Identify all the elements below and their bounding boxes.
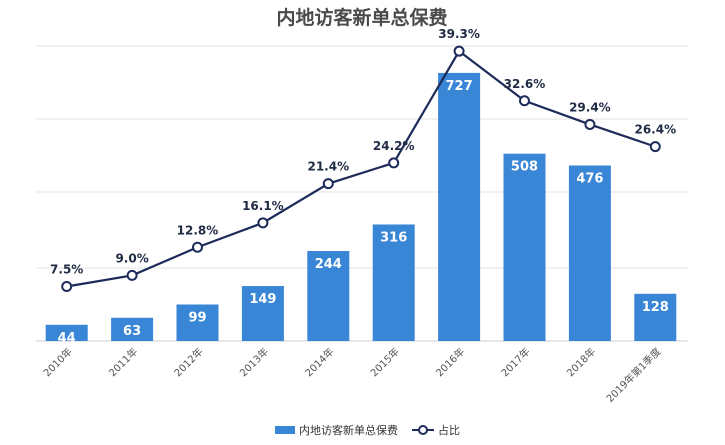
ratio-line-group: 7.5% 9.0% 12.8% 16.1% 21.4% 24.2% 39.3% 32.6% 29… (50, 27, 676, 292)
x-tick-label: 2018年 (564, 345, 598, 379)
legend-bar-label: 内地访客新单总保费 (299, 423, 398, 437)
legend: 内地访客新单总保费 占比 (275, 423, 460, 437)
ratio-point (453, 45, 465, 57)
ratio-point (192, 241, 203, 253)
bar (438, 72, 481, 341)
x-tick-label: 2011年 (106, 345, 140, 379)
legend-line-label: 占比 (438, 423, 460, 437)
bar (111, 317, 154, 341)
ratio-point (584, 118, 596, 130)
ratio-point (61, 281, 73, 292)
x-tick-label: 2019年第1季度 (603, 345, 663, 405)
ratio-point (519, 95, 530, 107)
bar (176, 304, 219, 341)
ratio-point-label: 21.4% (307, 160, 349, 174)
ratio-line (66, 49, 656, 288)
bar (503, 153, 546, 341)
bar-value-label: 508 (511, 160, 538, 175)
x-axis-ticks: 2010年 2011年 2012年 2013年 2014年 2015年 2016年 2017年… (41, 345, 664, 405)
ratio-point-label: 24.2% (373, 139, 415, 153)
x-tick-label: 2013年 (237, 345, 271, 379)
x-tick-label: 2014年 (302, 345, 336, 379)
bar-value-label: 128 (642, 300, 669, 315)
bar-value-label: 63 (123, 324, 141, 339)
ratio-point-label: 9.0% (115, 251, 148, 265)
bar (634, 293, 677, 341)
bar-value-label: 99 (188, 310, 206, 325)
bar (372, 224, 415, 341)
bar-value-label: 316 (380, 230, 407, 245)
ratio-point-label: 39.3% (438, 27, 480, 41)
bars (45, 72, 677, 341)
ratio-point-label: 29.4% (569, 100, 611, 114)
x-tick-label: 2010年 (41, 345, 75, 379)
ratio-point (126, 269, 138, 281)
bar (568, 165, 611, 341)
ratio-point-label: 7.5% (50, 263, 83, 277)
bar-value-label: 149 (249, 292, 276, 307)
ratio-point-label: 32.6% (504, 77, 546, 91)
x-tick-label: 2017年 (498, 345, 532, 379)
x-tick-label: 2016年 (433, 345, 467, 379)
ratio-point-label: 26.4% (634, 123, 676, 137)
ratio-point (322, 178, 334, 190)
x-tick-label: 2015年 (368, 345, 402, 379)
legend-bar-swatch (275, 426, 295, 434)
ratio-point (257, 217, 269, 229)
bar-labels: 44 63 99 149 244 316 727 508 476 128 (58, 79, 669, 346)
bar-value-label: 244 (315, 257, 342, 272)
ratio-point-label: 16.1% (242, 199, 284, 213)
chart-title: 内地访客新单总保费 (276, 6, 447, 29)
bar (45, 324, 88, 341)
bar-value-label: 727 (446, 79, 473, 94)
ratio-point (388, 157, 400, 169)
bar (307, 251, 350, 341)
ratio-point (649, 141, 661, 153)
bar-value-label: 44 (58, 331, 76, 346)
bar (241, 286, 284, 341)
ratio-point-label: 12.8% (177, 223, 219, 237)
x-tick-label: 2012年 (171, 345, 205, 379)
legend-line-marker (418, 425, 428, 435)
bar-value-label: 476 (576, 171, 603, 186)
